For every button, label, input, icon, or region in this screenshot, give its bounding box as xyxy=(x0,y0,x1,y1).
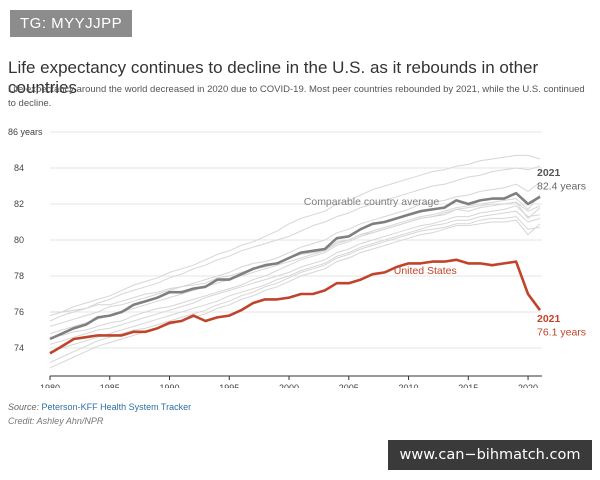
chart-title: Life expectancy continues to decline in … xyxy=(8,58,539,97)
country-line xyxy=(49,165,541,322)
average-end-year: 2021 xyxy=(537,167,561,179)
x-tick-label: 2010 xyxy=(399,383,419,388)
x-tick-label: 1995 xyxy=(219,383,239,388)
x-tick-label: 2000 xyxy=(279,383,299,388)
channel-tag-badge: TG: MYYJJPP xyxy=(10,10,133,37)
grid-layer xyxy=(50,131,542,349)
x-tick-label: 2020 xyxy=(518,383,538,388)
y-tick-label: 74 xyxy=(14,343,24,353)
life-expectancy-chart: 74 76 78 80 82 84 86 years 1980 1985 1990 1995 2000… xyxy=(8,127,586,388)
y-tick-label: 86 years xyxy=(8,127,43,137)
country-line xyxy=(49,154,541,317)
x-tick-label: 2005 xyxy=(339,383,359,388)
axis-layer: 74 76 78 80 82 84 86 years 1980 1985 1990 1995 2000… xyxy=(8,127,542,388)
highlighted-series xyxy=(49,191,542,355)
us-line xyxy=(49,258,542,355)
us-end-year: 2021 xyxy=(537,313,561,325)
us-series-label: United States xyxy=(394,265,457,277)
country-line xyxy=(49,205,541,345)
comparable-country-lines xyxy=(49,154,541,369)
chart-subtitle: Life expectancy around the world decreas… xyxy=(8,84,585,109)
average-series-label: Comparable country average xyxy=(304,196,440,208)
y-tick-label: 78 xyxy=(14,271,24,281)
x-tick-label: 1980 xyxy=(40,383,60,388)
average-end-value: 82.4 years xyxy=(537,181,586,193)
us-end-value: 76.1 years xyxy=(537,326,586,338)
y-tick-label: 80 xyxy=(14,235,24,245)
x-tick-label: 1985 xyxy=(100,383,120,388)
source-note: Source: Peterson-KFF Health System Track… xyxy=(8,402,191,412)
annotation-layer: Comparable country average United States 2… xyxy=(304,167,586,338)
country-line xyxy=(49,216,541,363)
website-watermark: www.can−bihmatch.com xyxy=(388,440,592,470)
x-tick-label: 2015 xyxy=(458,383,478,388)
y-tick-label: 84 xyxy=(14,163,24,173)
country-line xyxy=(49,182,541,327)
y-tick-label: 76 xyxy=(14,307,24,317)
y-tick-label: 82 xyxy=(14,199,24,209)
x-tick-label: 1990 xyxy=(159,383,179,388)
credit-note: Credit: Ashley Ahn/NPR xyxy=(8,416,104,426)
country-line xyxy=(49,210,541,353)
country-line xyxy=(49,201,541,338)
country-line xyxy=(49,194,541,335)
country-line xyxy=(49,219,541,369)
source-link[interactable]: Peterson-KFF Health System Tracker xyxy=(41,402,192,412)
average-line xyxy=(49,191,541,341)
source-label: Source: xyxy=(8,402,40,412)
